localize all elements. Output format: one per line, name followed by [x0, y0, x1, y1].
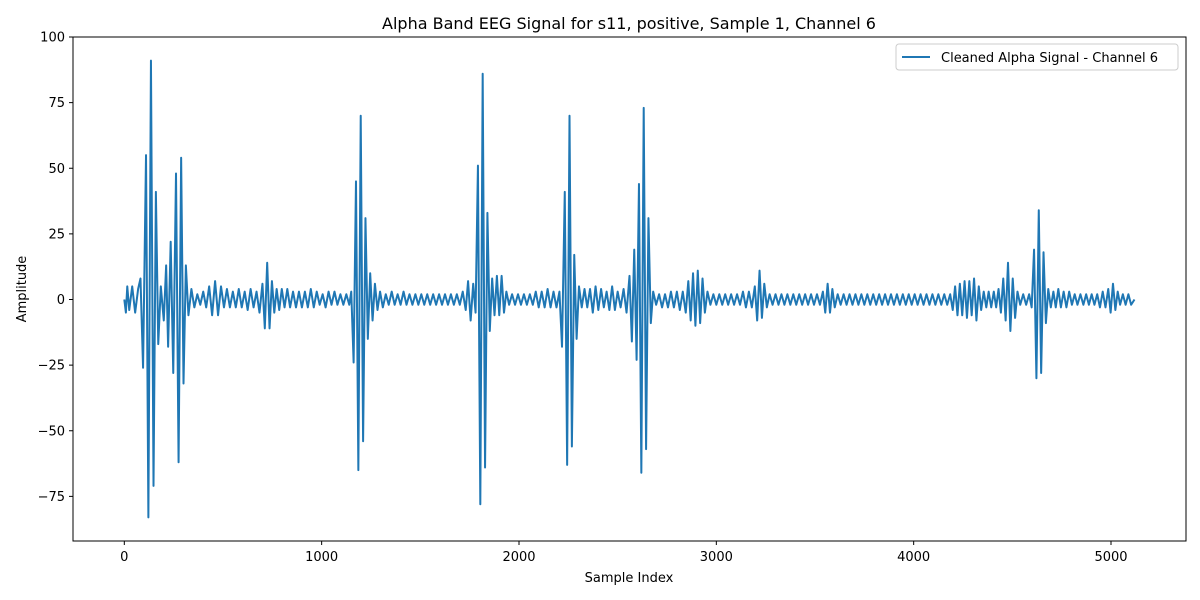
x-tick-label: 5000	[1094, 550, 1127, 565]
x-tick-label: 2000	[502, 550, 535, 565]
x-tick-label: 3000	[700, 550, 733, 565]
legend-box	[895, 43, 1179, 71]
x-tick-label: 4000	[897, 550, 930, 565]
plot-area	[123, 59, 1136, 519]
chart-title: Alpha Band EEG Signal for s11, positive,…	[382, 14, 876, 33]
y-tick-label: 25	[48, 227, 65, 242]
y-axis-label: Amplitude	[15, 256, 30, 323]
y-tick-label: −75	[38, 490, 65, 505]
x-tick-label: 1000	[305, 550, 338, 565]
x-axis: 0 1000 2000 3000 4000 5000	[120, 541, 1128, 565]
x-tick-label: 0	[120, 550, 128, 565]
x-axis-label: Sample Index	[585, 571, 674, 586]
y-axis: −75 −50 −25 0 25 50 75 100	[38, 31, 73, 505]
series-line	[123, 59, 1136, 519]
axes-frame	[72, 36, 1187, 542]
y-tick-label: 75	[48, 96, 65, 111]
y-tick-label: 100	[40, 31, 65, 46]
y-tick-label: −25	[38, 359, 65, 374]
y-tick-label: 0	[57, 293, 65, 308]
legend: Cleaned Alpha Signal - Channel 6	[895, 43, 1179, 71]
legend-label: Cleaned Alpha Signal - Channel 6	[941, 51, 1158, 66]
y-tick-label: 50	[48, 162, 65, 177]
y-tick-label: −50	[38, 424, 65, 439]
